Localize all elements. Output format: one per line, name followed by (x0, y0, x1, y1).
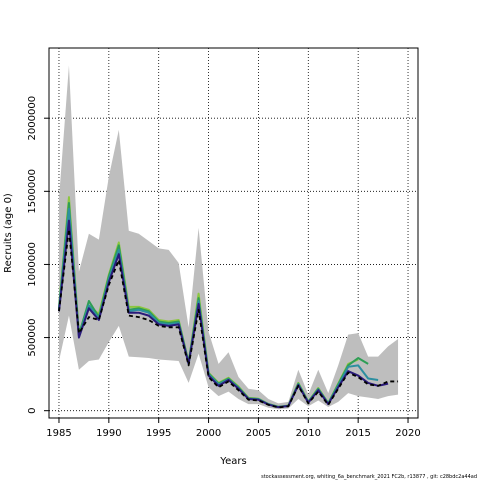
x-tick-label: 1990 (96, 428, 121, 439)
x-tick-label: 2020 (395, 428, 420, 439)
x-tick-label: 2015 (345, 428, 370, 439)
x-axis-title: Years (219, 456, 246, 467)
x-tick-label: 2005 (246, 428, 271, 439)
x-tick-label: 1985 (46, 428, 71, 439)
series-line-main (58, 228, 399, 409)
confidence-band (58, 65, 399, 410)
x-axis: 1985 1990 1995 2000 2005 2010 2015 2020 (46, 418, 421, 439)
y-tick-label: 1500000 (27, 169, 38, 214)
plot-frame (48, 47, 419, 419)
x-tick-label: 1995 (146, 428, 171, 439)
y-tick-label: 2000000 (27, 96, 38, 141)
footer-note: stockassessment.org, whiting_6a_benchmar… (261, 474, 477, 480)
y-tick-label: 0 (27, 408, 38, 414)
x-tick-label: 2000 (196, 428, 221, 439)
y-axis: 0 500000 1000000 1500000 2000000 (27, 96, 49, 414)
series-lines (57, 196, 399, 409)
x-tick-label: 2010 (296, 428, 321, 439)
confidence-band-area (58, 65, 399, 410)
y-tick-label: 1000000 (27, 242, 38, 287)
y-axis-title: Recruits (age 0) (3, 193, 14, 273)
y-tick-label: 500000 (27, 318, 38, 356)
